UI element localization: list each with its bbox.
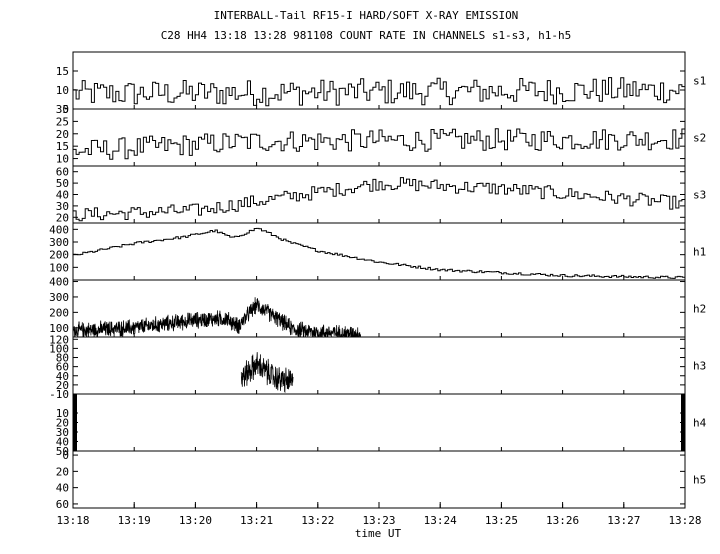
series-h2 [73,297,361,337]
panel-frame-h1 [72,222,686,281]
y-tick-label-h3: 120 [49,333,69,346]
y-tick-label-s1: 10 [56,84,69,97]
y-tick-label-h3: 40 [56,370,69,383]
y-tick-label-h5: 20 [56,465,69,478]
y-tick-label-s2: 15 [56,140,69,153]
panel-s1: 15 10 5 s1 [56,51,706,116]
y-tick-label-s2: 20 [56,128,69,141]
y-tick-label-h2: 300 [49,291,69,304]
y-tick-label-s2: 10 [56,153,69,166]
y-tick-label-h3: 80 [56,352,69,365]
y-tick-label-h1: 300 [49,236,69,249]
y-tick-label-s3: 40 [56,189,69,202]
y-tick-label-h3: 60 [56,361,69,374]
y-tick-label-h2: 100 [49,322,69,335]
series-s3 [73,177,685,222]
y-tick-label-s3: 20 [56,211,69,224]
y-tick-label-s3: 30 [56,200,69,213]
y-tick-label-h4: 40 [56,436,69,449]
y-tick-label-h2: 200 [49,306,69,319]
x-tick-label: 13:25 [485,514,518,527]
x-tick-label: 13:18 [56,514,89,527]
channel-label-s1: s1 [693,75,706,88]
panel-h5: 0 20 40 60 h5 [56,449,707,511]
edge-bar-h4 [73,394,77,451]
series-h3 [240,352,294,394]
x-tick-label: 13:27 [607,514,640,527]
y-tick-label-s3: 50 [56,177,69,190]
y-tick-label-s1: 15 [56,65,69,78]
x-tick-label: 13:28 [668,514,701,527]
x-tick-label: 13:26 [546,514,579,527]
x-tick-label: 13:23 [362,514,395,527]
chart-panels: 15105s13025201510s26050403020s3400300200… [49,51,707,511]
y-tick-label-h4: 30 [56,426,69,439]
y-tick-label-s2: 30 [56,103,69,116]
channel-label-h2: h2 [693,303,706,316]
channel-label-h1: h1 [693,246,706,259]
channel-label-s2: s2 [693,132,706,145]
y-tick-label-h5: 40 [56,482,69,495]
x-axis-label: time UT [355,527,402,540]
panel-h2: 400 300 200 100 h2 [49,276,706,338]
x-tick-label: 13:24 [424,514,457,527]
y-tick-label-h3: 100 [49,342,69,355]
y-tick-label-s1: 5 [62,103,69,116]
y-tick-label-h1: 200 [49,249,69,262]
edge-bar-h4 [681,394,685,451]
panel-frame-h4 [72,393,686,452]
x-tick-label: 13:21 [240,514,273,527]
channel-label-h3: h3 [693,360,706,373]
panel-frame-h3 [72,336,686,395]
channel-label-s3: s3 [693,189,706,202]
chart-title-line1: INTERBALL-Tail RF15-I HARD/SOFT X-RAY EM… [214,9,519,22]
channel-label-h5: h5 [693,474,706,487]
y-tick-label-h2: 400 [49,276,69,289]
panel-frame-s3 [72,165,686,224]
y-tick-label-h4: -10 [49,388,69,401]
chart-title-line2: C28 HH4 13:18 13:28 981108 COUNT RATE IN… [161,29,572,42]
x-axis: 13:18 13:19 13:20 13:21 13:22 13:23 13:24 13:25… [56,502,702,527]
y-tick-label-s3: 60 [56,166,69,179]
y-tick-label-h3: 20 [56,379,69,392]
channel-label-h4: h4 [693,417,707,430]
y-tick-label-h5: 0 [62,449,69,462]
x-tick-label: 13:22 [301,514,334,527]
y-tick-label-h5: 60 [56,498,69,511]
y-tick-label-s2: 25 [56,115,69,128]
y-tick-label-h4: 50 [56,445,69,458]
y-tick-label-h1: 400 [49,223,69,236]
x-tick-label: 13:20 [179,514,212,527]
y-tick-label-h4: 20 [56,417,69,430]
series-s2 [73,128,685,160]
y-tick-label-h1: 100 [49,261,69,274]
x-tick-label: 13:19 [118,514,151,527]
panel-frame-h5 [72,450,686,509]
y-tick-label-h4: 10 [56,407,69,420]
series-s1 [73,77,685,107]
series-h1 [73,227,685,279]
